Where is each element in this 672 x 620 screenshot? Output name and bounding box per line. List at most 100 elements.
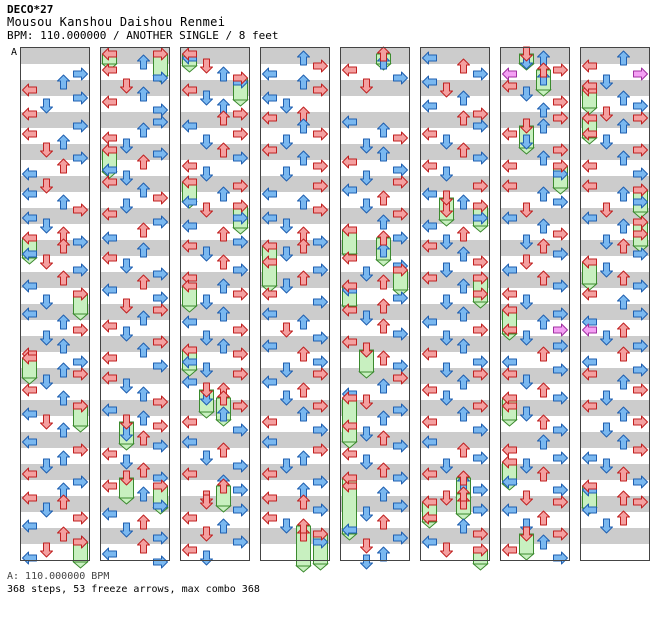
step-arrow	[153, 555, 168, 569]
beat-band	[181, 400, 249, 416]
step-arrow	[102, 131, 117, 145]
beat-band	[21, 480, 89, 496]
freeze-head	[393, 263, 408, 277]
step-arrow	[582, 451, 597, 465]
step-arrow	[342, 447, 357, 461]
beat-band	[181, 336, 249, 352]
freeze-tail	[181, 305, 198, 313]
step-arrow	[137, 154, 150, 170]
beat-band	[341, 240, 409, 256]
step-arrow	[137, 514, 150, 530]
beat-band	[21, 176, 89, 192]
beat-band	[581, 240, 649, 256]
step-arrow	[553, 227, 568, 241]
beat-band	[341, 352, 409, 368]
freeze-tail	[501, 333, 518, 341]
step-arrow	[217, 306, 230, 322]
beat-band	[261, 224, 329, 240]
step-arrow	[600, 390, 613, 406]
step-arrow	[422, 51, 437, 65]
beat-band	[261, 544, 329, 560]
step-arrow	[120, 138, 133, 154]
step-arrow	[600, 262, 613, 278]
step-arrow	[457, 338, 470, 354]
beat-band	[341, 544, 409, 560]
step-arrow	[137, 310, 150, 326]
step-arrow	[633, 143, 648, 157]
beat-band	[421, 352, 489, 368]
step-arrow	[22, 491, 37, 505]
step-arrow	[502, 287, 517, 301]
freeze-head	[153, 479, 168, 493]
artist-name: DECO*27	[7, 3, 54, 16]
beat-band	[581, 176, 649, 192]
step-arrow	[502, 127, 517, 141]
step-arrow	[153, 359, 168, 373]
step-arrow	[502, 263, 517, 277]
step-arrow	[342, 335, 357, 349]
step-arrow	[217, 278, 230, 294]
beat-band	[501, 288, 569, 304]
step-arrow	[233, 503, 248, 517]
step-arrow	[233, 263, 248, 277]
beat-band	[181, 384, 249, 400]
step-arrow	[422, 271, 437, 285]
beat-band	[261, 208, 329, 224]
freeze-arrow	[342, 229, 357, 255]
beat-band	[501, 176, 569, 192]
step-arrow	[120, 522, 133, 538]
beat-band	[21, 336, 89, 352]
step-arrow	[553, 95, 568, 109]
step-arrow	[102, 479, 117, 493]
step-arrow	[502, 355, 517, 369]
freeze-head	[73, 287, 88, 301]
step-arrow	[537, 314, 550, 330]
freeze-tail	[232, 227, 249, 235]
step-arrow	[280, 166, 293, 182]
step-arrow	[297, 50, 310, 66]
freeze-tail	[198, 411, 215, 419]
step-arrow	[313, 263, 328, 277]
step-arrow	[280, 134, 293, 150]
freeze-head	[342, 223, 357, 237]
step-arrow	[297, 74, 310, 90]
chart-column-4	[260, 47, 330, 561]
step-arrow	[440, 166, 453, 182]
beat-band	[181, 464, 249, 480]
step-arrow	[520, 254, 533, 270]
step-arrow	[502, 179, 517, 193]
chart-info: BPM: 110.000000 / ANOTHER SINGLE / 8 fee…	[7, 29, 279, 42]
step-arrow	[233, 367, 248, 381]
step-arrow	[377, 410, 390, 426]
step-arrow	[553, 451, 568, 465]
step-arrow	[120, 78, 133, 94]
beat-band	[261, 256, 329, 272]
freeze-tail	[181, 369, 198, 377]
chart-column-3	[180, 47, 250, 561]
step-arrow	[102, 231, 117, 245]
beat-band	[581, 272, 649, 288]
step-arrow	[262, 415, 277, 429]
beat-band	[341, 144, 409, 160]
beat-band	[101, 432, 169, 448]
step-arrow	[553, 391, 568, 405]
beat-band	[421, 512, 489, 528]
step-arrow	[153, 215, 168, 229]
freeze-head	[473, 543, 488, 557]
beat-band	[261, 368, 329, 384]
step-arrow	[360, 198, 373, 214]
beat-band	[581, 288, 649, 304]
step-arrow	[553, 247, 568, 261]
beat-band	[261, 160, 329, 176]
step-arrow	[120, 298, 133, 314]
step-arrow	[537, 218, 550, 234]
step-arrow	[617, 150, 630, 166]
beat-band	[181, 512, 249, 528]
beat-band	[261, 336, 329, 352]
beat-band	[101, 544, 169, 560]
step-arrow	[262, 91, 277, 105]
step-arrow	[633, 363, 648, 377]
step-arrow	[313, 475, 328, 489]
freeze-head	[217, 478, 230, 494]
step-arrow	[553, 63, 568, 77]
